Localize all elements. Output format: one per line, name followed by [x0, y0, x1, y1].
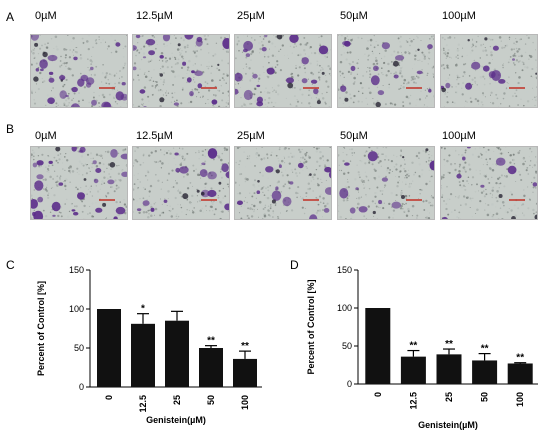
y-tick-label: 150	[69, 265, 84, 275]
bar	[401, 357, 426, 384]
concentration-label: 100µM	[442, 130, 476, 142]
y-tick-label: 100	[337, 303, 352, 313]
bar	[365, 308, 390, 384]
micrograph-b-25	[234, 146, 332, 220]
panel-label-a: A	[6, 10, 14, 24]
significance-label: **	[445, 339, 453, 350]
significance-label: **	[207, 336, 215, 347]
y-tick-label: 150	[337, 265, 352, 275]
micrograph-a-0	[30, 34, 128, 108]
x-tick-label: 12.5	[138, 395, 148, 413]
concentration-label: 50µM	[340, 10, 368, 22]
y-tick-label: 50	[74, 343, 84, 353]
x-tick-label: 0	[373, 392, 383, 397]
concentration-label: 0µM	[35, 10, 57, 22]
y-tick-label: 100	[69, 304, 84, 314]
y-tick-label: 0	[79, 382, 84, 392]
bar	[131, 324, 155, 387]
significance-label: *	[141, 304, 145, 315]
y-axis-label: Percent of Control [%]	[36, 281, 46, 376]
x-axis-label: Genistein(µM)	[146, 415, 206, 425]
chart-svg: 0 50 100 150 Percent of Control [%] 0 ** 12.5 **…	[300, 260, 545, 432]
micrograph-a-12-5	[132, 34, 230, 108]
bar	[508, 363, 533, 384]
micrograph-b-12-5	[132, 146, 230, 220]
concentration-label: 0µM	[35, 130, 57, 142]
x-tick-label: 100	[240, 395, 250, 410]
panel-label-c: C	[6, 258, 15, 272]
micrograph-b-50	[337, 146, 435, 220]
micrograph-a-50	[337, 34, 435, 108]
bar	[199, 348, 223, 387]
panel-label-b: B	[6, 122, 14, 136]
significance-label: **	[481, 344, 489, 355]
x-tick-label: 12.5	[408, 392, 418, 410]
micrograph-b-100	[440, 146, 538, 220]
concentration-label: 12.5µM	[136, 10, 173, 22]
bar	[233, 359, 257, 387]
y-tick-label: 0	[347, 379, 352, 389]
significance-label: **	[516, 353, 524, 364]
significance-label: **	[241, 341, 249, 352]
bar	[472, 360, 497, 384]
concentration-label: 25µM	[237, 130, 265, 142]
x-tick-label: 50	[480, 392, 490, 402]
chart-svg: 0 50 100 150 Percent of Control [%] 0 * 12.5 25 *…	[30, 255, 270, 430]
concentration-label: 100µM	[442, 10, 476, 22]
y-tick-label: 50	[342, 341, 352, 351]
bar-chart-d: 0 50 100 150 Percent of Control [%] 0 ** 12.5 **…	[300, 260, 545, 437]
bar	[97, 309, 121, 387]
micrograph-a-100	[440, 34, 538, 108]
x-axis-label: Genistein(µM)	[418, 420, 478, 430]
x-tick-label: 0	[104, 395, 114, 400]
bar	[165, 321, 189, 387]
bar	[437, 354, 462, 384]
micrograph-a-25	[234, 34, 332, 108]
x-tick-label: 25	[172, 395, 182, 405]
micrograph-b-0	[30, 146, 128, 220]
panel-label-d: D	[290, 258, 299, 272]
bar-chart-c: 0 50 100 150 Percent of Control [%] 0 * 12.5 25 *…	[30, 255, 270, 435]
y-axis-label: Percent of Control [%]	[306, 279, 316, 374]
concentration-label: 50µM	[340, 130, 368, 142]
concentration-label: 12.5µM	[136, 130, 173, 142]
x-tick-label: 25	[444, 392, 454, 402]
x-tick-label: 100	[515, 392, 525, 407]
x-tick-label: 50	[206, 395, 216, 405]
significance-label: **	[410, 341, 418, 352]
concentration-label: 25µM	[237, 10, 265, 22]
